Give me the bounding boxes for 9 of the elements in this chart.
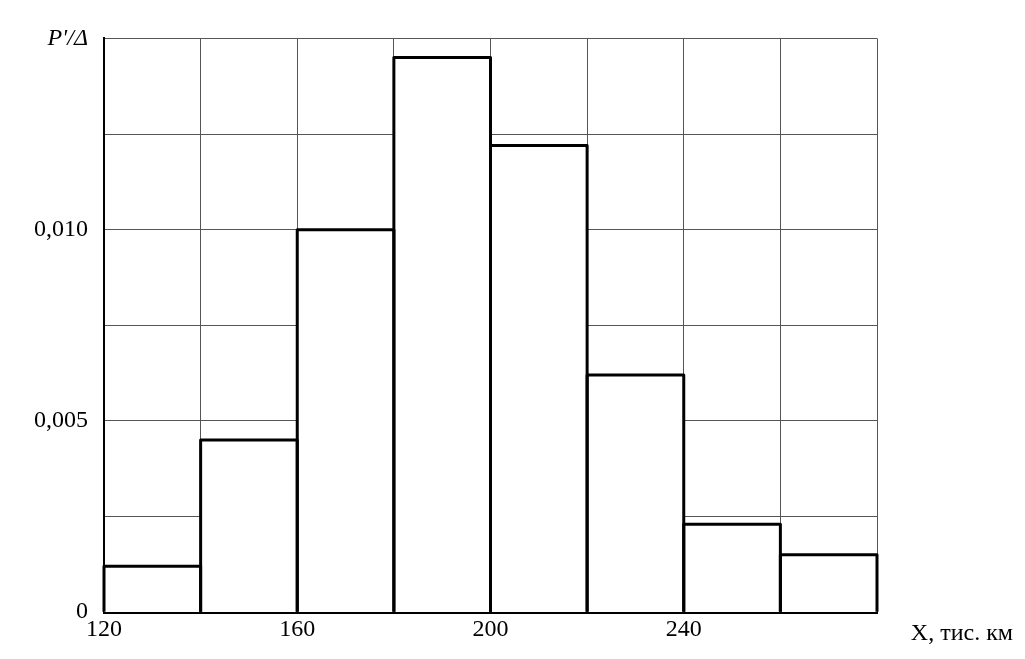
x-tick-label: 160 [279,614,316,641]
x-axis-title: X, тис. км [910,619,1013,646]
x-tick-label: 240 [665,614,702,641]
y-tick-label: 0,010 [34,214,88,241]
y-tick-label: 0,005 [34,406,88,433]
y-axis-title: P'/Δ [46,23,88,50]
x-tick-label: 120 [86,614,122,641]
y-tick-label: 0 [76,597,88,624]
x-tick-label: 200 [472,614,509,641]
